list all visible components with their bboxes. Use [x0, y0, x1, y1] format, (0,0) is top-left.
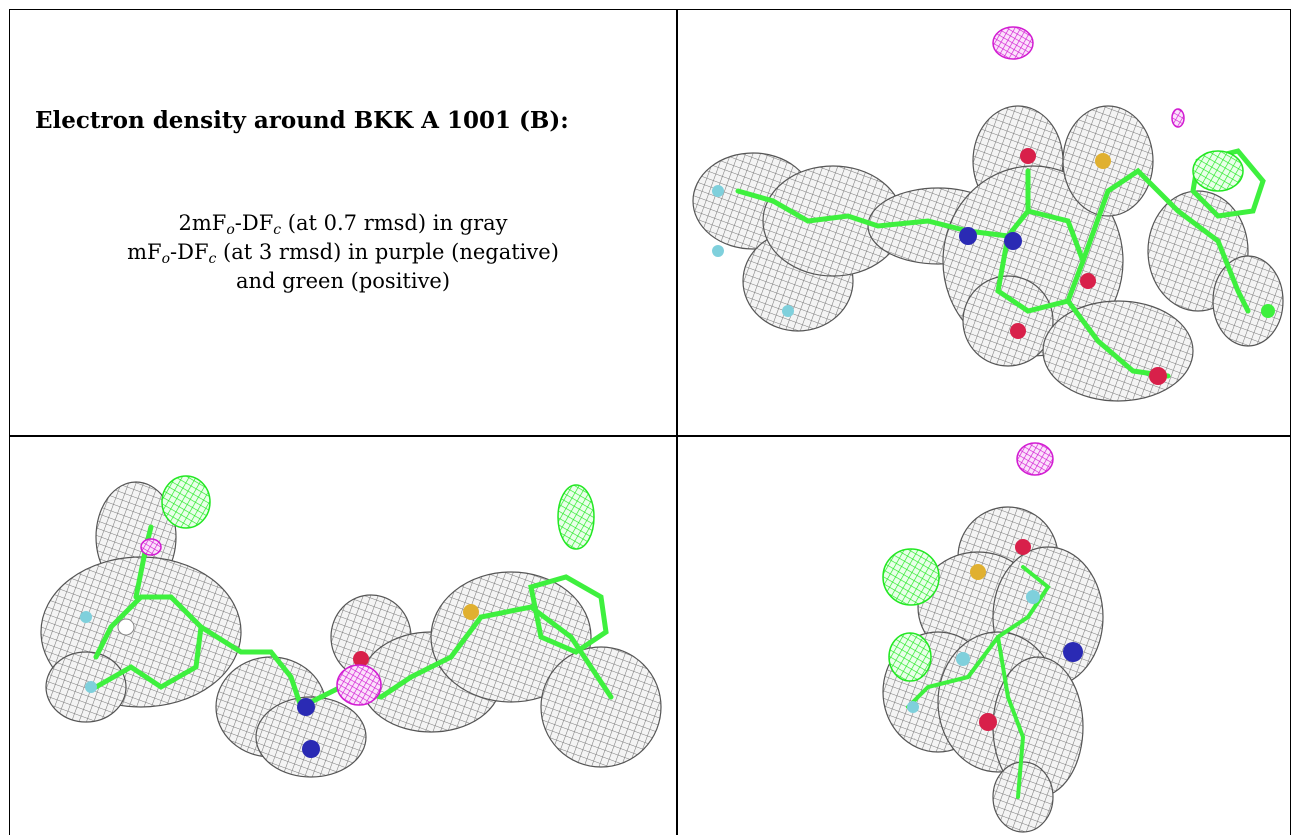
atom-markers	[712, 148, 1275, 385]
positive-difference-density	[1192, 150, 1244, 192]
negative-difference-density	[1016, 442, 1054, 476]
positive-difference-density	[161, 475, 595, 550]
density-view-bottom-right	[678, 437, 1290, 835]
table-divider-vertical	[676, 9, 678, 835]
legend-line-positive: and green (positive)	[235, 269, 451, 293]
positive-difference-density	[882, 548, 940, 682]
negative-difference-density	[140, 538, 382, 706]
map-legend: 2mFo-DFc (at 0.7 rmsd) in gray mFo-DFc (…	[11, 209, 675, 296]
density-render-1	[692, 26, 1284, 402]
gray-density-mesh	[882, 506, 1104, 833]
caption-cell: Electron density around BKK A 1001 (B): …	[11, 11, 675, 434]
figure-table-frame	[9, 9, 1291, 835]
gray-density-mesh	[692, 105, 1284, 402]
atom-markers	[80, 604, 479, 758]
figure-title: Electron density around BKK A 1001 (B):	[35, 107, 569, 134]
ligand-stick-model	[906, 565, 1051, 799]
density-view-top-right	[678, 11, 1290, 434]
legend-line-fo-fc: mFo-DFc (at 3 rmsd) in purple (negative)	[127, 240, 559, 267]
table-divider-horizontal	[9, 435, 1291, 437]
density-view-bottom-left	[11, 437, 675, 835]
density-render-2	[40, 475, 662, 778]
atom-markers	[907, 539, 1083, 731]
legend-line-2fo-fc: 2mFo-DFc (at 0.7 rmsd) in gray	[178, 211, 508, 238]
density-render-3	[882, 442, 1104, 833]
negative-difference-density	[992, 26, 1185, 128]
